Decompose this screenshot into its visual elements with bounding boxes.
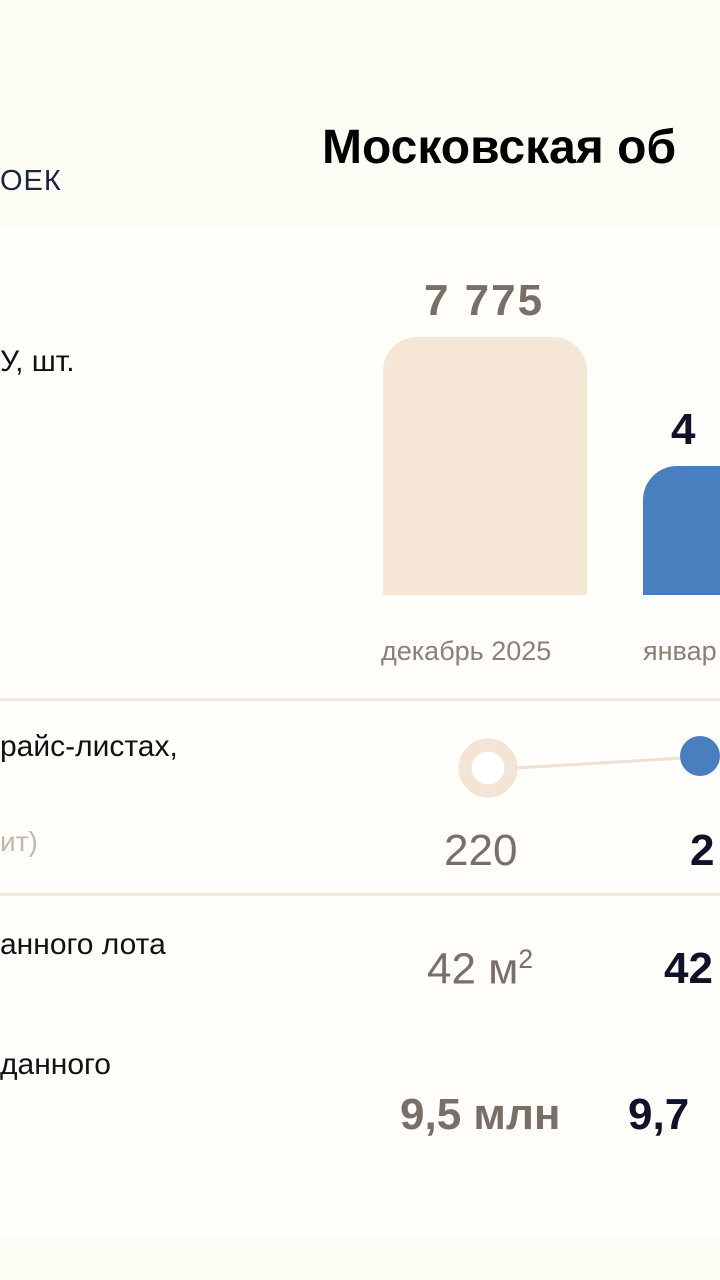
category-label-1: январ bbox=[643, 636, 717, 666]
row-label-listings: У, шт. bbox=[0, 345, 75, 378]
metric4-value-0: 9,5 млн bbox=[400, 1090, 561, 1139]
divider bbox=[0, 698, 720, 701]
header-band bbox=[0, 0, 720, 228]
footer-band bbox=[0, 1236, 720, 1280]
divider bbox=[0, 893, 720, 896]
bar-0 bbox=[383, 337, 587, 595]
price-list-line-chart bbox=[458, 736, 720, 798]
metric3-value-1: 42 bbox=[664, 944, 713, 993]
row-label-lot-price: данного bbox=[0, 1048, 111, 1081]
point-0 bbox=[458, 738, 518, 798]
metric4-value-1: 9,7 bbox=[628, 1090, 690, 1139]
row-sublabel: ит) bbox=[0, 826, 38, 857]
logo: ОЕК bbox=[0, 165, 62, 197]
bar-value-label-1: 4 bbox=[671, 405, 696, 454]
metric2-value-1: 2 bbox=[690, 826, 715, 875]
point-1 bbox=[680, 736, 720, 776]
category-label-0: декабрь 2025 bbox=[381, 636, 552, 666]
row-label-lot-area: анного лота bbox=[0, 928, 166, 961]
row-label-price-lists: райс-листах, bbox=[0, 730, 178, 763]
metric2-value-0: 220 bbox=[444, 826, 518, 875]
page-title: Московская об bbox=[322, 121, 677, 174]
bar-1 bbox=[643, 466, 720, 595]
bar-value-label-0: 7 775 bbox=[423, 276, 545, 325]
metric3-value-0: 42 м2 bbox=[427, 944, 534, 994]
connector-line bbox=[515, 755, 701, 770]
